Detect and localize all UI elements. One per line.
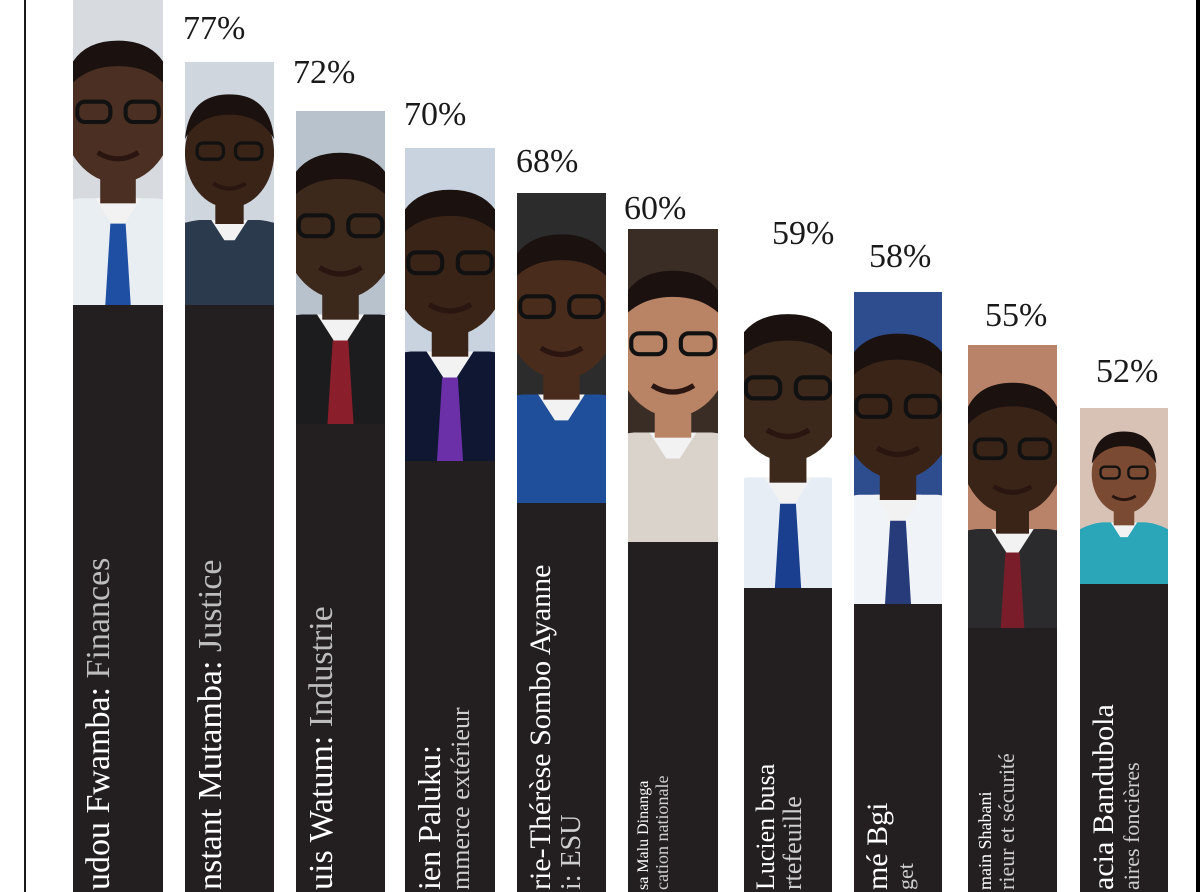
bar-category-label: ien Paluku: mmerce extérieur — [411, 707, 475, 890]
person-name: main Shabani — [975, 791, 995, 890]
value-label: 68% — [516, 143, 579, 180]
bar-group: rie-Thérèse Sombo Ayanne i: ESU — [517, 0, 606, 892]
bar-group: mé Bgi get — [854, 0, 942, 892]
portrait-photo — [628, 229, 718, 542]
bar — [854, 604, 942, 892]
value-label: 72% — [293, 54, 356, 91]
bar — [185, 305, 274, 892]
portfolio-name: Industrie — [303, 606, 340, 736]
bar — [296, 424, 385, 892]
bar-category-label: main Shabani rieur et sécurité — [975, 753, 1019, 890]
value-label: 58% — [869, 238, 932, 275]
portfolio-name: i: ESU — [555, 814, 587, 890]
category-name: ien Paluku: — [411, 707, 447, 890]
bar-group: uis Watum: Industrie — [296, 0, 385, 892]
value-label: 59% — [772, 215, 835, 252]
bar — [628, 542, 718, 892]
portrait-photo — [405, 148, 495, 461]
y-axis-line — [24, 0, 26, 892]
bar-category-label: uis Watum: Industrie — [303, 606, 340, 890]
person-name: acia Bandubola — [1087, 704, 1120, 890]
value-label: 55% — [985, 297, 1048, 334]
person-name: sa Malu Dinanga — [635, 780, 652, 890]
person-name: udou Fwamba: — [80, 686, 117, 890]
value-label: 60% — [624, 190, 687, 227]
portrait-photo — [854, 292, 942, 604]
bar — [1080, 584, 1168, 892]
category-name: nstant Mutamba: Justice — [192, 559, 229, 890]
person-name: Lucien busa — [751, 763, 780, 890]
value-label: 52% — [1096, 353, 1159, 390]
bar — [744, 588, 832, 892]
category-name: rie-Thérèse Sombo Ayanne — [524, 564, 557, 890]
bar-group: main Shabani rieur et sécurité — [968, 0, 1057, 892]
portrait-photo — [296, 111, 385, 424]
bar-category-label: Lucien busa rtefeuille — [751, 763, 808, 890]
bar-group: nstant Mutamba: Justice — [185, 0, 274, 892]
portrait-photo — [968, 345, 1057, 628]
category-name: acia Bandubola — [1087, 704, 1120, 890]
bar-group: acia Bandubola aires foncières — [1080, 0, 1168, 892]
portfolio-name: Justice — [192, 559, 229, 661]
bar-category-label: udou Fwamba: Finances — [80, 557, 117, 890]
portfolio-name: get — [892, 863, 918, 890]
portfolio-name: rtefeuille — [778, 796, 808, 890]
category-name: main Shabani — [975, 753, 995, 890]
value-label: 70% — [404, 96, 467, 133]
bar — [73, 305, 163, 892]
category-name: uis Watum: Industrie — [303, 606, 340, 890]
portfolio-name: mmerce extérieur — [445, 707, 475, 890]
portrait-photo — [185, 62, 274, 305]
bar-group: sa Malu Dinanga cation nationale — [628, 0, 718, 892]
portfolio-name: Finances — [80, 557, 117, 687]
bar — [405, 461, 495, 892]
bar-category-label: mé Bgi get — [861, 802, 918, 891]
person-name: mé Bgi — [861, 802, 894, 891]
bar-category-label: nstant Mutamba: Justice — [192, 559, 229, 890]
bar — [968, 628, 1057, 892]
portrait-photo — [744, 272, 832, 588]
category-name: Lucien busa — [751, 763, 780, 890]
person-name: rie-Thérèse Sombo Ayanne — [524, 564, 557, 890]
bar-category-label: rie-Thérèse Sombo Ayanne i: ESU — [524, 564, 587, 890]
category-name: udou Fwamba: Finances — [80, 557, 117, 890]
person-name: nstant Mutamba: — [192, 660, 229, 890]
bar-group: udou Fwamba: Finances — [73, 0, 163, 892]
bar — [517, 503, 606, 892]
bar-group: ien Paluku: mmerce extérieur — [405, 0, 495, 892]
portrait-photo — [1080, 408, 1168, 584]
person-name: uis Watum: — [303, 735, 340, 890]
chart-right-border — [1196, 0, 1200, 892]
category-name: mé Bgi — [861, 802, 894, 891]
category-name: sa Malu Dinanga — [635, 776, 653, 890]
portfolio-name: aires foncières — [1118, 762, 1144, 890]
bar-category-label: acia Bandubola aires foncières — [1087, 704, 1144, 890]
portrait-photo — [73, 0, 163, 305]
bar-category-label: sa Malu Dinanga cation nationale — [635, 775, 672, 890]
value-label: 77% — [183, 10, 246, 47]
portfolio-name: cation nationale — [651, 775, 672, 890]
portfolio-name: rieur et sécurité — [993, 753, 1019, 890]
person-name: ien Paluku: — [411, 745, 447, 890]
portrait-photo — [517, 193, 606, 503]
bar-group: Lucien busa rtefeuille — [744, 0, 832, 892]
